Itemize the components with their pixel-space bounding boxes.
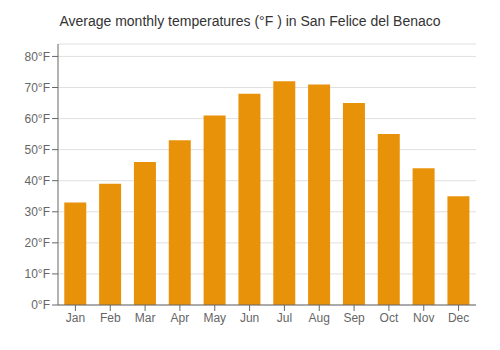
svg-text:Jun: Jun <box>240 311 259 325</box>
svg-text:Mar: Mar <box>135 311 156 325</box>
svg-text:Jan: Jan <box>66 311 85 325</box>
svg-text:70°F: 70°F <box>25 81 50 95</box>
svg-text:Nov: Nov <box>413 311 434 325</box>
svg-text:60°F: 60°F <box>25 112 50 126</box>
svg-text:Apr: Apr <box>171 311 190 325</box>
svg-text:40°F: 40°F <box>25 174 50 188</box>
svg-text:0°F: 0°F <box>31 298 50 312</box>
svg-text:30°F: 30°F <box>25 205 50 219</box>
svg-text:Jul: Jul <box>277 311 292 325</box>
svg-text:Feb: Feb <box>100 311 121 325</box>
svg-text:80°F: 80°F <box>25 50 50 64</box>
html-text:Average monthly temperatures (: Average monthly temperatures (°F ) in Sa… <box>59 13 441 29</box>
svg-text:Dec: Dec <box>448 311 469 325</box>
svg-text:50°F: 50°F <box>25 143 50 157</box>
svg-text:10°F: 10°F <box>25 267 50 281</box>
svg-text:Sep: Sep <box>343 311 365 325</box>
svg-text:Aug: Aug <box>309 311 330 325</box>
svg-text:20°F: 20°F <box>25 236 50 250</box>
svg-text:May: May <box>203 311 226 325</box>
svg-text:Oct: Oct <box>380 311 399 325</box>
